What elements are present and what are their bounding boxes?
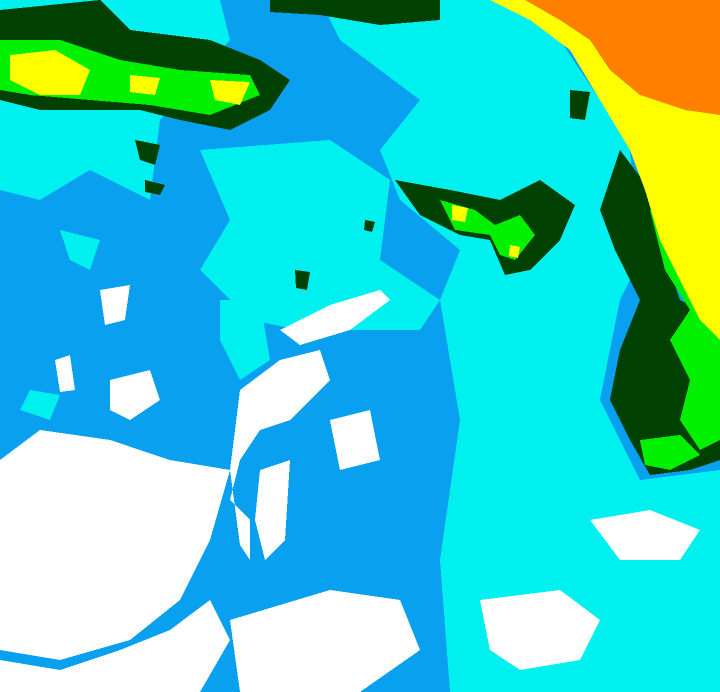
top-right-region <box>490 0 720 475</box>
top-left-band <box>0 0 440 195</box>
white-class-regions <box>0 285 700 692</box>
central-patch <box>295 180 575 290</box>
